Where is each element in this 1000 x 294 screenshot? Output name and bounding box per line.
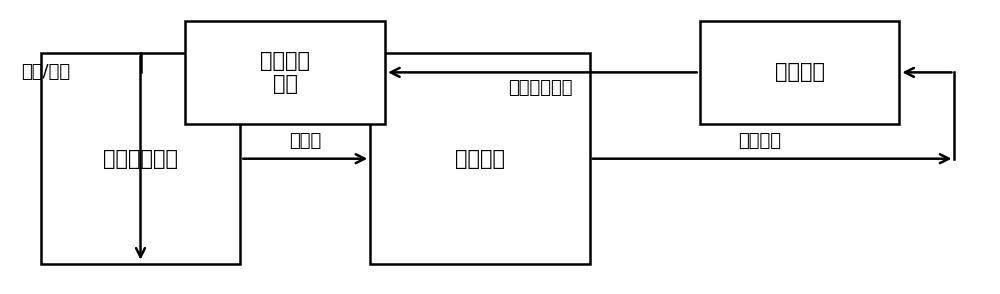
FancyBboxPatch shape bbox=[370, 54, 590, 264]
Text: 控制策略: 控制策略 bbox=[775, 62, 825, 82]
Text: 磁流变阻尼器: 磁流变阻尼器 bbox=[103, 149, 178, 169]
Text: 期望的阻尼力: 期望的阻尼力 bbox=[508, 79, 572, 98]
FancyBboxPatch shape bbox=[41, 54, 240, 264]
Text: 电流/电压: 电流/电压 bbox=[21, 64, 70, 81]
Text: 被控对象: 被控对象 bbox=[455, 149, 505, 169]
Text: 状态输出: 状态输出 bbox=[738, 132, 781, 150]
Text: 阻尼力: 阻尼力 bbox=[289, 132, 321, 150]
Text: 逆向力学
模型: 逆向力学 模型 bbox=[260, 51, 310, 94]
FancyBboxPatch shape bbox=[185, 21, 385, 123]
FancyBboxPatch shape bbox=[700, 21, 899, 123]
